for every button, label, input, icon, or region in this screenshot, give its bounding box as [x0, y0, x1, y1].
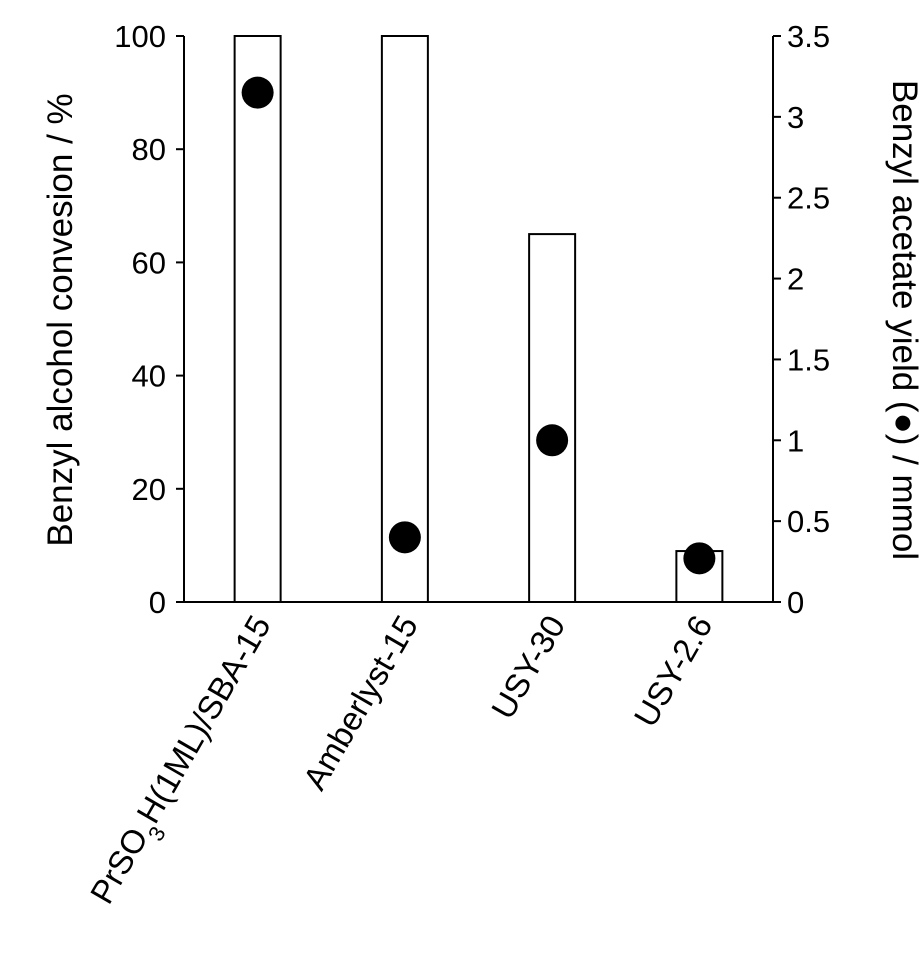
- right-tick-label: 0.5: [787, 504, 830, 539]
- point-1: [241, 76, 274, 109]
- left-tick-label: 60: [132, 245, 166, 280]
- left-tick-label: 20: [132, 472, 166, 507]
- left-y-ticks: 0 20 40 60 80 100: [114, 19, 184, 620]
- right-tick-label: 3.5: [787, 19, 830, 54]
- category-label-3: USY-30: [484, 609, 572, 725]
- right-tick-label: 3: [787, 100, 804, 135]
- point-3: [536, 424, 569, 457]
- legend-marker-glyph: ●: [885, 413, 920, 434]
- bar-1: [233, 35, 282, 603]
- right-tick-label: 1: [787, 423, 804, 458]
- right-tick-label: 1.5: [787, 342, 830, 377]
- right-tick-label: 2: [787, 262, 804, 297]
- y-axis-right-title-pre: Benzyl acetate yield (: [885, 80, 920, 413]
- right-tick-label: 2.5: [787, 181, 830, 216]
- category-label-4: USY-2.6: [627, 609, 720, 733]
- left-tick-label: 80: [132, 132, 166, 167]
- bar-3: [528, 233, 577, 603]
- axes-layer: [183, 36, 774, 603]
- point-4: [683, 542, 716, 575]
- category-label-2: Amberlyst-15: [296, 609, 425, 796]
- left-tick-label: 0: [149, 585, 166, 620]
- y-axis-right-title-post: ) / mmol: [885, 434, 920, 560]
- point-2: [388, 521, 421, 554]
- left-tick-label: 40: [132, 359, 166, 394]
- right-tick-label: 0: [787, 585, 804, 620]
- category-label-1: PrSO3H(1ML)/SBA-15: [83, 609, 287, 915]
- y-axis-right-title: Benzyl acetate yield (●) / mmol: [885, 80, 920, 560]
- category-labels: PrSO3H(1ML)/SBA-15 Amberlyst-15 USY-30 USY-…: [83, 609, 720, 915]
- bar-2: [380, 35, 429, 603]
- right-y-ticks: 0 0.5 1 1.5 2 2.5 3 3.5: [773, 19, 830, 620]
- markers-layer: [241, 76, 716, 575]
- left-tick-label: 100: [114, 19, 166, 54]
- y-axis-left-title: Benzyl alcohol convesion / %: [41, 93, 80, 546]
- bars-layer: [233, 35, 724, 603]
